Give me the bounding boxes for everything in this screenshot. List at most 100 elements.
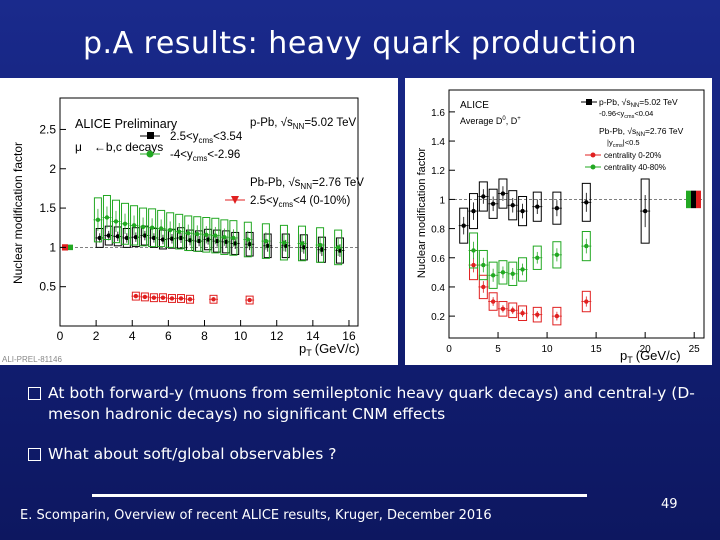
data-point (133, 234, 139, 240)
y-tick-label: 1 (49, 240, 56, 254)
y-tick-label: 2 (49, 162, 56, 176)
left-legend-title: ALICE Preliminary (75, 117, 178, 131)
left-legend-mu: μ ←b,c decays (75, 140, 163, 154)
x-tick-label: 10 (542, 344, 554, 355)
x-tick-label: 15 (591, 344, 603, 355)
left-ylabel: Nuclear modification factor (11, 142, 25, 284)
data-point (205, 237, 211, 242)
right-legend-ppb-y: -0.96<ycms<0.04 (599, 109, 653, 120)
x-tick-label: 12 (270, 329, 284, 343)
right-legend-c2-marker (585, 164, 601, 170)
y-tick-label: 0.2 (431, 312, 445, 323)
y-tick-label: 1 (439, 195, 445, 206)
right-plot: 0.2 0.4 0.6 0.8 1 1.2 1.4 1.6 0 5 10 15 20 25 Nuclear… (416, 89, 705, 365)
right-legend-ppb-marker (581, 99, 597, 105)
y-tick-label: 0.4 (431, 283, 445, 294)
left-plot-panel: 0.5 1 1.5 2 2.5 0 2 4 6 8 10 12 14 16 Nuclear modific… (0, 78, 398, 365)
x-tick-label: 0 (57, 329, 64, 343)
data-point (520, 311, 525, 316)
data-point (642, 208, 648, 214)
data-point (245, 237, 251, 242)
data-point (95, 217, 101, 223)
data-point (500, 270, 506, 275)
norm-box-red (696, 190, 701, 209)
right-plot-frame (448, 89, 705, 339)
y-tick-label: 1.4 (431, 137, 445, 148)
data-point (584, 299, 589, 304)
x-tick-label: 16 (342, 329, 356, 343)
data-point (142, 233, 148, 238)
data-point (104, 215, 110, 220)
right-legend-pbpb-y: |ycms|<0.5 (607, 138, 640, 149)
data-point (481, 194, 486, 199)
data-point (204, 232, 209, 237)
checkbox-bullet-icon (28, 387, 41, 400)
page-number: 49 (661, 497, 678, 512)
data-point (160, 237, 166, 242)
data-point (122, 221, 128, 226)
data-point (510, 203, 515, 208)
data-point (167, 227, 173, 233)
left-legend-system: p-Pb, √sNN=5.02 TeV (250, 116, 357, 131)
data-point (223, 239, 229, 245)
data-point (214, 238, 220, 244)
y-tick-label: 1.5 (39, 201, 56, 215)
left-legend-pbpb2: 2.5<ycms<4 (0-10%) (250, 195, 351, 209)
data-point (151, 235, 157, 241)
y-tick-label: 2.5 (39, 122, 56, 136)
bullet-item: At both forward-y (muons from semilepton… (28, 383, 708, 425)
data-point (124, 235, 130, 241)
data-point (554, 313, 560, 319)
bullet-text: What about soft/global observables ? (48, 445, 337, 463)
data-point (115, 234, 120, 239)
data-point (169, 296, 175, 301)
left-legend-bwd: -4<ycms<-2.96 (170, 149, 240, 163)
data-point (231, 235, 236, 241)
data-point (301, 245, 307, 250)
checkbox-bullet-icon (28, 448, 41, 461)
right-legend-c2: centrality 40-80% (604, 163, 666, 172)
data-point (554, 252, 560, 258)
data-point (481, 284, 486, 290)
data-point (213, 233, 218, 238)
data-point (97, 235, 102, 241)
norm-box-green (68, 244, 73, 251)
left-legend-fwd-marker (140, 132, 160, 139)
data-point (535, 204, 540, 209)
left-xlabel: pT (GeV/c) (299, 341, 360, 358)
data-point (211, 297, 216, 302)
data-point (500, 191, 506, 196)
y-tick-label: 0.8 (431, 225, 445, 236)
footer-divider (92, 494, 587, 497)
data-point (265, 243, 270, 249)
data-point (177, 229, 182, 234)
y-tick-label: 1.2 (431, 166, 445, 177)
data-point (247, 242, 252, 247)
data-point (169, 236, 175, 241)
x-tick-label: 10 (234, 329, 248, 343)
data-point (187, 297, 193, 302)
data-point (140, 224, 146, 230)
data-point (535, 255, 540, 260)
data-point (222, 234, 227, 240)
left-legend-fwd: 2.5<ycms<3.54 (170, 131, 243, 145)
y-tick-label: 1.6 (431, 108, 445, 119)
data-point (133, 293, 139, 299)
left-legend-pbpb-marker (225, 196, 245, 204)
data-point (113, 219, 119, 224)
right-legend-avg: Average D0, D+ (460, 116, 521, 126)
data-point (471, 248, 476, 253)
footer-text: E. Scomparin, Overview of recent ALICE r… (20, 508, 492, 523)
x-tick-label: 20 (640, 344, 652, 355)
slide-title: p.A results: heavy quark production (83, 26, 637, 61)
x-tick-label: 6 (165, 329, 172, 343)
data-point (186, 231, 191, 236)
data-point (263, 238, 269, 244)
left-watermark: ALI-PREL-81146 (2, 355, 62, 364)
data-point (178, 296, 184, 301)
data-point (490, 273, 496, 278)
x-tick-label: 5 (495, 344, 501, 355)
data-point (584, 243, 589, 249)
y-tick-label: 0.5 (39, 280, 56, 294)
data-point (281, 240, 287, 245)
